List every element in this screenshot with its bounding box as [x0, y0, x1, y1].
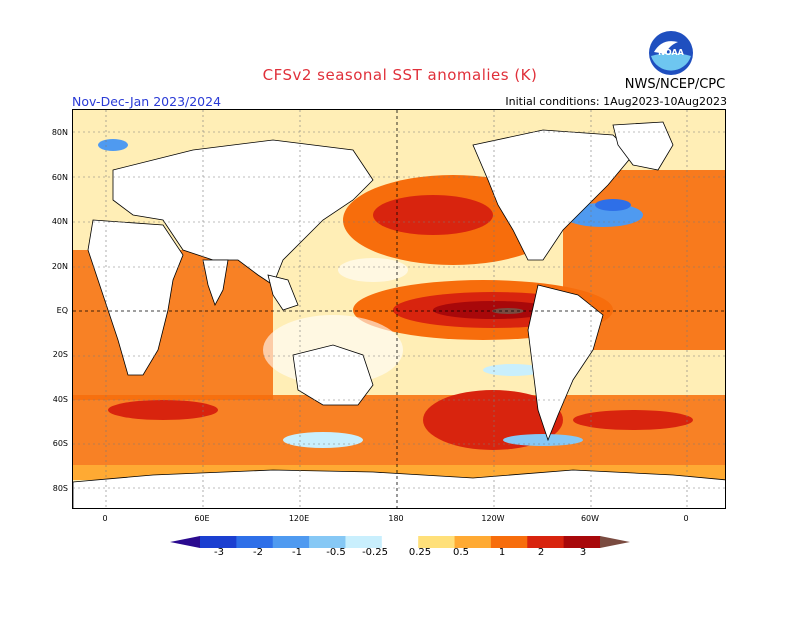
lon-label-120e: 120E — [288, 514, 310, 523]
colorbar-swatch — [309, 536, 346, 548]
colorbar-swatch — [490, 536, 528, 548]
colorbar-swatch — [272, 536, 310, 548]
lon-label-0-east: 0 — [683, 514, 689, 523]
chart-title: CFSv2 seasonal SST anomalies (K) — [262, 66, 538, 84]
colorbar-label: -0.5 — [326, 547, 346, 558]
noaa-logo: NOAA — [649, 31, 693, 75]
colorbar-swatch — [236, 536, 274, 548]
initial-conditions: Initial conditions: 1Aug2023-10Aug2023 — [505, 95, 727, 108]
colorbar-label: 0.25 — [408, 547, 432, 558]
lon-label-0: 0 — [102, 514, 108, 523]
noaa-logo-text: NOAA — [658, 48, 684, 57]
lat-label-80n: 80N — [51, 128, 68, 137]
lon-label-60w: 60W — [580, 514, 600, 523]
reference-lines — [73, 110, 725, 508]
lat-label-40n: 40N — [51, 217, 68, 226]
colorbar-swatch — [527, 536, 565, 548]
colorbar-label: -2 — [253, 547, 263, 558]
lat-label-60n: 60N — [51, 173, 68, 182]
lat-label-eq: EQ — [56, 306, 68, 315]
colorbar-label: 2 — [537, 547, 545, 558]
colorbar-swatch — [345, 536, 383, 548]
lat-label-20n: 20N — [51, 262, 68, 271]
lat-label-20s: 20S — [52, 350, 68, 359]
map-canvas — [73, 110, 725, 508]
colorbar-swatch — [454, 536, 492, 548]
lon-label-60e: 60E — [194, 514, 210, 523]
lat-label-60s: 60S — [52, 439, 68, 448]
lon-label-120w: 120W — [481, 514, 505, 523]
lon-label-180: 180 — [388, 514, 404, 523]
colorbar-swatch — [418, 536, 456, 548]
colorbar-label: -3 — [214, 547, 224, 558]
agency-label: NWS/NCEP/CPC — [624, 77, 726, 92]
colorbar-label: -1 — [292, 547, 302, 558]
lat-label-80s: 80S — [52, 484, 68, 493]
graticule — [73, 110, 725, 508]
colorbar-label: 0.5 — [453, 547, 469, 558]
colorbar-swatch — [381, 536, 419, 548]
colorbar-label: 3 — [579, 547, 587, 558]
sst-anomaly-map — [72, 109, 726, 509]
colorbar — [170, 536, 630, 548]
land-masses — [73, 121, 725, 508]
colorbar-swatch — [563, 536, 601, 548]
colorbar-extend-high — [600, 536, 630, 548]
lat-label-40s: 40S — [52, 395, 68, 404]
colorbar-label: 1 — [498, 547, 506, 558]
forecast-period: Nov-Dec-Jan 2023/2024 — [72, 94, 222, 109]
colorbar-extend-low — [170, 536, 200, 548]
colorbar-label: -0.25 — [362, 547, 388, 558]
colorbar-swatch — [200, 536, 237, 548]
